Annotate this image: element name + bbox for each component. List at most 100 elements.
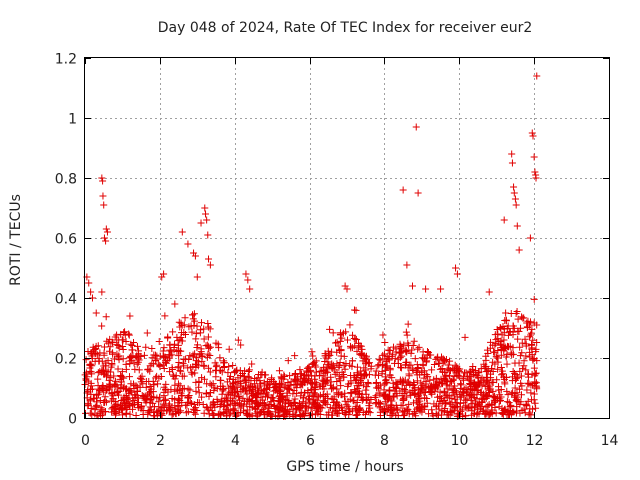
data-point-cloud bbox=[170, 346, 178, 354]
data-point-cloud bbox=[223, 402, 231, 410]
data-point-cloud bbox=[183, 401, 191, 409]
data-point bbox=[350, 306, 358, 314]
data-point-cloud bbox=[189, 311, 197, 319]
data-point-cloud bbox=[446, 367, 454, 375]
data-point-cloud bbox=[206, 325, 214, 333]
data-point-cloud bbox=[460, 385, 468, 393]
data-point-cloud bbox=[396, 387, 404, 395]
data-point-cloud bbox=[503, 398, 511, 406]
data-point-cloud bbox=[352, 376, 360, 384]
data-point-cloud bbox=[470, 382, 478, 390]
data-point-cloud bbox=[342, 401, 350, 409]
data-point-cloud bbox=[523, 386, 531, 394]
data-point-cloud bbox=[115, 336, 123, 344]
data-point-cloud bbox=[511, 384, 519, 392]
data-point-cloud bbox=[234, 336, 242, 344]
data-point-cloud bbox=[93, 401, 101, 409]
data-point-cloud bbox=[341, 365, 349, 373]
data-point-cloud bbox=[503, 387, 511, 395]
data-point-cloud bbox=[473, 409, 481, 417]
data-point-cloud bbox=[484, 381, 492, 389]
data-point-cloud bbox=[114, 365, 122, 373]
data-point-cloud bbox=[100, 362, 108, 370]
data-point-cloud bbox=[198, 374, 206, 382]
data-point-cloud bbox=[383, 362, 391, 370]
data-point bbox=[511, 195, 519, 203]
data-point-cloud bbox=[147, 385, 155, 393]
data-point-cloud bbox=[355, 407, 363, 415]
data-point-cloud bbox=[379, 331, 387, 339]
data-point-cloud bbox=[444, 361, 452, 369]
data-point-cloud bbox=[204, 323, 212, 331]
data-point-cloud bbox=[500, 336, 508, 344]
data-point-cloud bbox=[339, 407, 347, 415]
data-point-cloud bbox=[134, 404, 142, 412]
data-point-cloud bbox=[224, 397, 232, 405]
data-point-cloud bbox=[251, 380, 259, 388]
data-point-cloud bbox=[498, 410, 506, 418]
data-point-cloud bbox=[121, 331, 129, 339]
data-point-cloud bbox=[179, 360, 187, 368]
data-point bbox=[193, 273, 201, 281]
data-point-cloud bbox=[425, 384, 433, 392]
data-point-cloud bbox=[423, 399, 431, 407]
data-point-cloud bbox=[474, 387, 482, 395]
data-point-cloud bbox=[142, 394, 150, 402]
data-point-cloud bbox=[131, 365, 139, 373]
data-point bbox=[102, 225, 110, 233]
data-point-cloud bbox=[436, 365, 444, 373]
data-point-cloud bbox=[485, 411, 493, 419]
data-point-cloud bbox=[149, 399, 157, 407]
data-point-cloud bbox=[393, 392, 401, 400]
data-point-cloud bbox=[516, 400, 524, 408]
y-tick-labels: 0 0.2 0.4 0.6 0.8 1 1.2 bbox=[55, 52, 77, 428]
data-point-cloud bbox=[333, 338, 341, 346]
data-point-cloud bbox=[182, 409, 190, 417]
data-point-cloud bbox=[98, 406, 106, 414]
data-point-cloud bbox=[113, 388, 121, 396]
data-point-cloud bbox=[130, 359, 138, 367]
data-point bbox=[403, 261, 411, 269]
data-point-cloud bbox=[517, 372, 525, 380]
data-point-cloud bbox=[200, 375, 208, 383]
data-point-cloud bbox=[186, 398, 194, 406]
data-point-cloud bbox=[263, 410, 271, 418]
data-point-cloud bbox=[105, 376, 113, 384]
data-point-cloud bbox=[239, 372, 247, 380]
data-point-cloud bbox=[402, 346, 410, 354]
data-point bbox=[508, 150, 516, 158]
plot-frame bbox=[84, 57, 610, 419]
data-point-cloud bbox=[192, 335, 200, 343]
data-point-cloud bbox=[253, 394, 261, 402]
data-point-cloud bbox=[150, 381, 158, 389]
data-point-cloud bbox=[308, 348, 316, 356]
data-point-cloud bbox=[356, 405, 364, 413]
data-point-cloud bbox=[517, 391, 525, 399]
data-points bbox=[81, 72, 541, 420]
data-point-cloud bbox=[109, 350, 117, 358]
data-point bbox=[197, 219, 205, 227]
data-point-cloud bbox=[345, 411, 353, 419]
data-point-cloud bbox=[493, 326, 501, 334]
x-tick-labels: 0 2 4 6 8 10 12 14 bbox=[81, 433, 618, 449]
data-point-cloud bbox=[180, 321, 188, 329]
data-point bbox=[204, 231, 212, 239]
data-point-cloud bbox=[231, 401, 239, 409]
data-point-cloud bbox=[379, 351, 387, 359]
data-point-cloud bbox=[301, 378, 309, 386]
data-point bbox=[178, 228, 186, 236]
data-point-cloud bbox=[329, 399, 337, 407]
data-point-cloud bbox=[518, 349, 526, 357]
data-point-cloud bbox=[314, 404, 322, 412]
data-point-cloud bbox=[337, 382, 345, 390]
data-point-cloud bbox=[177, 367, 185, 375]
data-point-cloud bbox=[481, 363, 489, 371]
data-point-cloud bbox=[530, 396, 538, 404]
data-point-cloud bbox=[190, 322, 198, 330]
data-point-cloud bbox=[528, 341, 536, 349]
data-point-cloud bbox=[178, 337, 186, 345]
data-point-cloud bbox=[93, 351, 101, 359]
data-point-cloud bbox=[521, 335, 529, 343]
data-point-cloud bbox=[328, 411, 336, 419]
data-point-cloud bbox=[150, 393, 158, 401]
